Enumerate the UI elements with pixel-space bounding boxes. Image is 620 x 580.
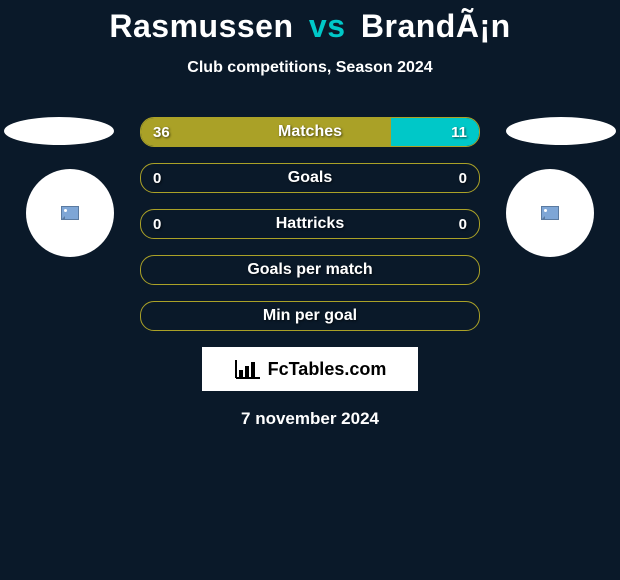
stat-label: Min per goal [141, 307, 479, 325]
stat-label: Goals [141, 169, 479, 187]
stat-value-right: 0 [459, 170, 467, 187]
placeholder-image-icon [541, 206, 559, 220]
comparison-title: Rasmussen vs BrandÃ¡n [0, 0, 620, 45]
bar-chart-icon [234, 358, 262, 380]
placeholder-image-icon [61, 206, 79, 220]
source-logo: FcTables.com [202, 347, 418, 391]
player2-team-shape [506, 117, 616, 145]
vs-label: vs [309, 8, 346, 44]
player1-team-shape [4, 117, 114, 145]
stat-label: Matches [141, 123, 479, 141]
logo-text: FcTables.com [268, 359, 387, 380]
stat-value-right: 11 [451, 124, 467, 141]
stat-label: Hattricks [141, 215, 479, 233]
subtitle: Club competitions, Season 2024 [0, 59, 620, 77]
player1-avatar [26, 169, 114, 257]
stat-row-matches: 36 Matches 11 [140, 117, 480, 147]
date-label: 7 november 2024 [0, 409, 620, 429]
player2-avatar [506, 169, 594, 257]
player2-name: BrandÃ¡n [361, 8, 511, 44]
stat-row-goals-per-match: Goals per match [140, 255, 480, 285]
comparison-content: 36 Matches 11 0 Goals 0 0 Hattricks 0 Go… [0, 117, 620, 429]
stat-row-min-per-goal: Min per goal [140, 301, 480, 331]
player1-name: Rasmussen [109, 8, 293, 44]
stat-row-goals: 0 Goals 0 [140, 163, 480, 193]
stat-bars: 36 Matches 11 0 Goals 0 0 Hattricks 0 Go… [140, 117, 480, 331]
stat-row-hattricks: 0 Hattricks 0 [140, 209, 480, 239]
stat-label: Goals per match [141, 261, 479, 279]
stat-value-right: 0 [459, 216, 467, 233]
